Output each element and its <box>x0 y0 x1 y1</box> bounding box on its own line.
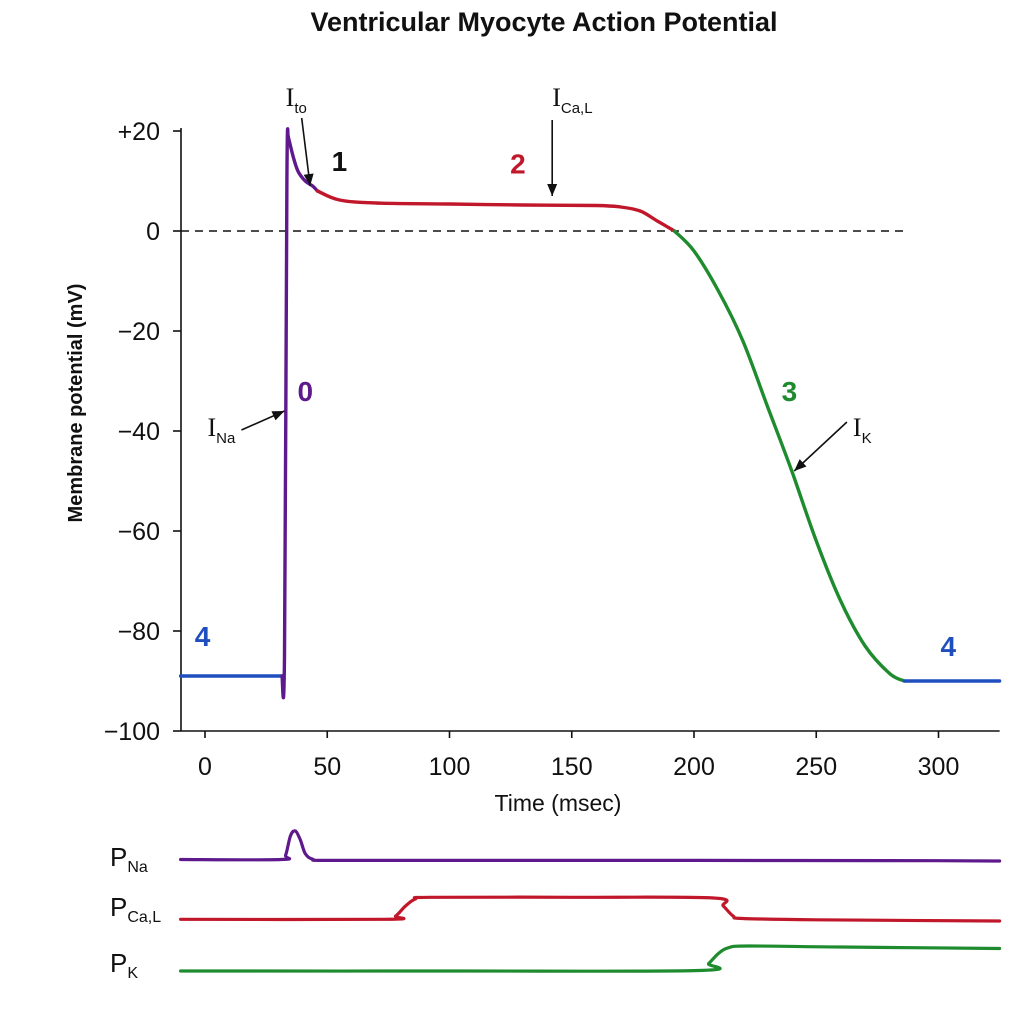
permeability-label: PK <box>110 948 138 982</box>
current-arrows: Ito ICa,L INa IK <box>207 83 872 472</box>
membrane-potential-trace <box>178 127 1002 700</box>
current-label: IK <box>853 413 872 447</box>
axes <box>173 128 1000 738</box>
current-arrow-head <box>271 411 285 421</box>
y-axis-label: Membrane potential (mV) <box>65 284 87 523</box>
chart-title: Ventricular Myocyte Action Potential <box>310 7 777 37</box>
x-tick-label: 100 <box>429 753 471 781</box>
phase-label: 1 <box>332 146 348 177</box>
y-tick-label: −20 <box>118 318 160 346</box>
permeability-trace <box>179 829 1002 863</box>
x-tick-label: 300 <box>918 753 960 781</box>
x-tick-label: 150 <box>551 753 593 781</box>
phase-label: 2 <box>510 149 526 180</box>
phase-label: 4 <box>940 631 956 662</box>
current-arrow-head <box>794 459 807 471</box>
permeability-traces: PNa PCa,L PK <box>110 829 1002 982</box>
permeability-subscript: Na <box>127 859 148 876</box>
permeability-trace <box>179 944 1002 973</box>
x-tick-label: 0 <box>198 753 212 781</box>
phase-1-curve <box>286 134 320 193</box>
current-arrow-head <box>547 184 558 196</box>
current-label: ICa,L <box>552 83 592 117</box>
permeability-trace <box>179 895 1002 923</box>
phase-0-curve <box>280 127 290 700</box>
phase-label: 4 <box>195 621 211 652</box>
current-label: INa <box>207 413 236 447</box>
x-axis-label: Time (msec) <box>495 790 622 816</box>
current-subscript: Ca,L <box>561 100 593 117</box>
phase-3-curve <box>672 229 906 683</box>
x-tick-label: 250 <box>795 753 837 781</box>
y-tick-label: +20 <box>118 118 160 146</box>
x-tick-label: 50 <box>313 753 341 781</box>
y-tick-label: −80 <box>118 618 160 646</box>
permeability-label: PNa <box>110 842 148 876</box>
permeability-subscript: K <box>127 965 138 982</box>
current-subscript: Na <box>216 430 236 447</box>
phase-label: 0 <box>297 376 313 407</box>
permeability-label: PCa,L <box>110 892 161 926</box>
y-tick-label: 0 <box>146 218 160 246</box>
phase-labels: 4 0 1 2 3 4 <box>195 146 957 662</box>
phase-2-curve <box>315 189 677 233</box>
current-subscript: to <box>294 100 307 117</box>
current-arrow-head <box>303 173 314 186</box>
phase-label: 3 <box>782 376 798 407</box>
y-tick-label: −100 <box>104 718 160 746</box>
y-tick-label: −60 <box>118 518 160 546</box>
x-tick-label: 200 <box>673 753 715 781</box>
current-subscript: K <box>862 430 872 447</box>
permeability-subscript: Ca,L <box>127 909 161 926</box>
y-tick-label: −40 <box>118 418 160 446</box>
current-label: Ito <box>286 83 307 117</box>
tick-labels: +20 0 −20 −40 −60 −80 −100 0 50 100 150 200 250 300 <box>104 118 960 781</box>
